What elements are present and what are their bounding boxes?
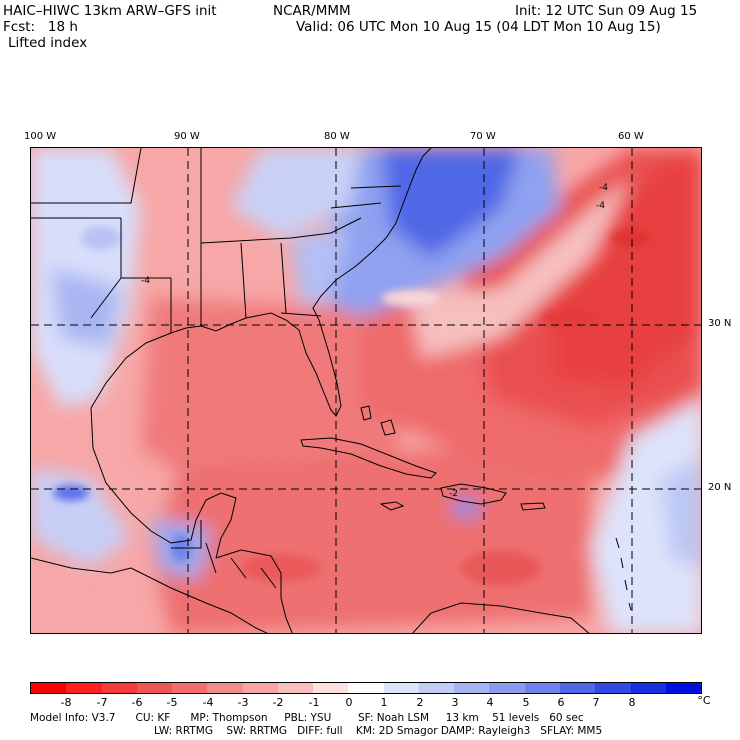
lat-lon-grid (31, 148, 701, 633)
field-shading (31, 148, 701, 633)
colorbar-unit: °C (697, 694, 711, 707)
valid-time: Valid: 06 UTC Mon 10 Aug 15 (04 LDT Mon … (296, 19, 661, 35)
lon-label-60w: 60 W (618, 131, 644, 142)
colorbar-label: 5 (522, 696, 530, 709)
contour-label: -4 (141, 276, 150, 286)
colorbar-swatch (242, 683, 278, 693)
contour-labels: -4 -4 -4 -2 (141, 183, 608, 499)
contour-label: -4 (599, 183, 608, 193)
map-canvas: -4 -4 -4 -2 (31, 148, 701, 633)
colorbar-label: -6 (131, 696, 143, 709)
contour-label: -2 (449, 489, 458, 499)
colorbar-swatch (66, 683, 102, 693)
colorbar-label: 0 (345, 696, 353, 709)
colorbar-swatch (277, 683, 314, 693)
colorbar-swatch (136, 683, 173, 693)
colorbar-label: 6 (557, 696, 565, 709)
colorbar-swatch (172, 683, 208, 693)
colorbar-label: 7 (592, 696, 600, 709)
lon-label-80w: 80 W (324, 131, 350, 142)
colorbar-label: -1 (308, 696, 320, 709)
colorbar-label: 3 (451, 696, 459, 709)
coastlines-and-borders (31, 148, 632, 633)
colorbar-swatch (595, 683, 631, 693)
colorbar-label: -8 (60, 696, 72, 709)
colorbar-label: -3 (237, 696, 249, 709)
lon-label-100w: 100 W (24, 131, 57, 142)
organization-label: NCAR/MMM (273, 3, 351, 19)
init-time: Init: 12 UTC Sun 09 Aug 15 (515, 3, 698, 19)
lat-label-20n: 20 N (708, 482, 732, 493)
lifted-index-map: -4 -4 -4 -2 (30, 147, 702, 634)
colorbar-swatch (348, 683, 384, 693)
field-name: Lifted index (8, 35, 88, 51)
colorbar-swatch (524, 683, 560, 693)
lon-label-90w: 90 W (174, 131, 200, 142)
colorbar-label: 8 (628, 696, 636, 709)
colorbar-swatch (383, 683, 419, 693)
model-info-line-2: LW: RRTMG SW: RRTMG DIFF: full KM: 2D Sm… (154, 725, 603, 737)
colorbar-swatch (489, 683, 525, 693)
colorbar-label: -7 (96, 696, 108, 709)
colorbar-swatch (665, 683, 702, 693)
contour-label: -4 (596, 201, 605, 211)
colorbar-label: -2 (272, 696, 284, 709)
colorbar-swatch (418, 683, 455, 693)
colorbar-swatch (101, 683, 137, 693)
colorbar-label: 1 (380, 696, 388, 709)
model-info-line-1: Model Info: V3.7 CU: KF MP: Thompson PBL… (30, 712, 584, 724)
colorbar-label: 4 (486, 696, 494, 709)
colorbar (30, 682, 702, 694)
colorbar-swatch (454, 683, 490, 693)
colorbar-label: 2 (416, 696, 424, 709)
colorbar-swatch (207, 683, 243, 693)
colorbar-swatch (31, 683, 67, 693)
colorbar-swatch (313, 683, 349, 693)
model-title: HAIC–HIWC 13km ARW–GFS init (3, 3, 217, 19)
colorbar-label: -5 (166, 696, 178, 709)
colorbar-swatch (559, 683, 596, 693)
forecast-hour: Fcst: 18 h (3, 19, 78, 35)
lon-label-70w: 70 W (470, 131, 496, 142)
lat-label-30n: 30 N (708, 318, 732, 329)
colorbar-swatch (630, 683, 666, 693)
colorbar-label: -4 (202, 696, 214, 709)
